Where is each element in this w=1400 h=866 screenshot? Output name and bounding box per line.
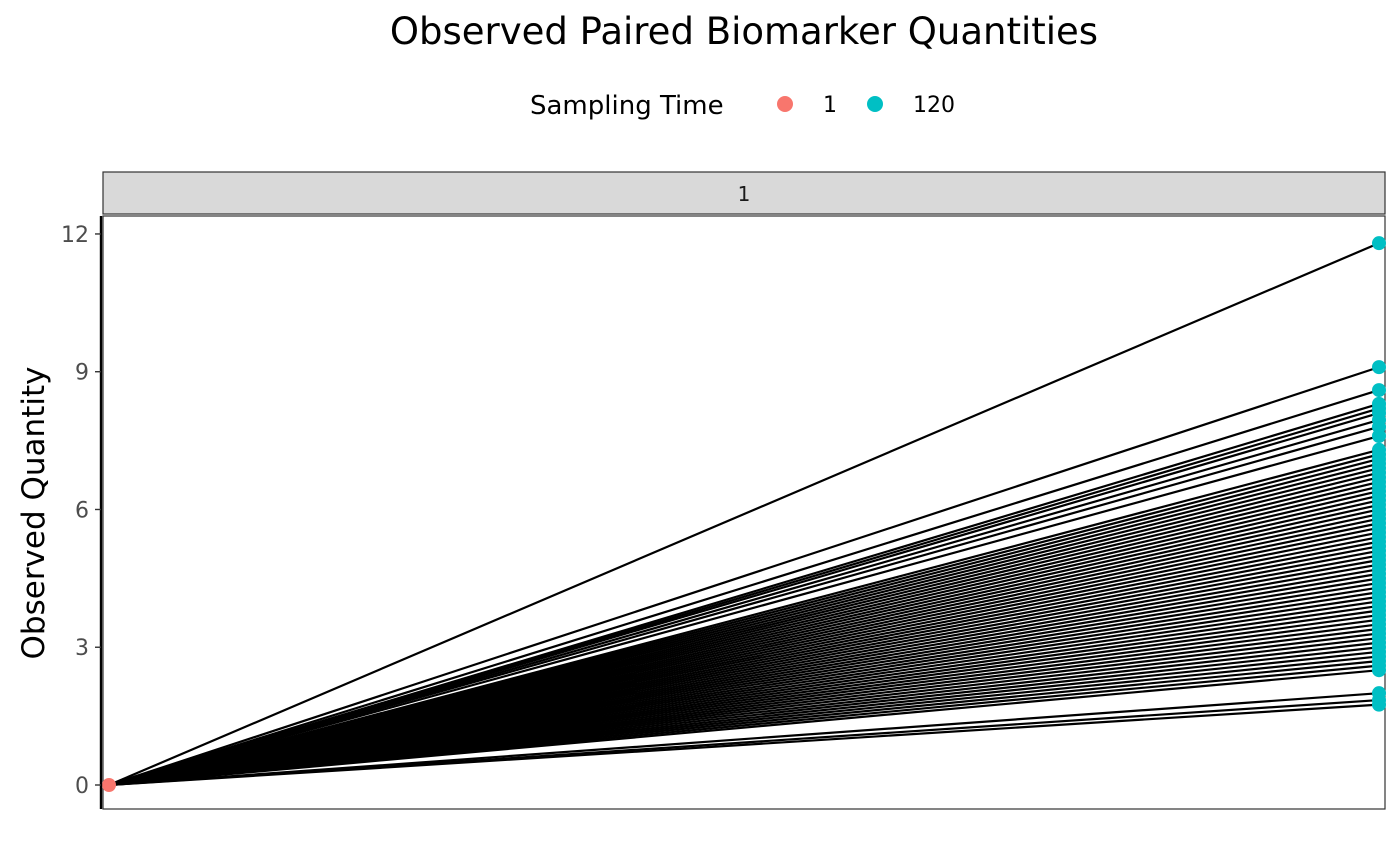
- series-line: [108, 703, 1380, 787]
- series-line: [108, 669, 1380, 787]
- data-point-t120: [1372, 663, 1386, 678]
- y-tick-label: 12: [61, 223, 89, 248]
- y-tick-label: 9: [75, 361, 89, 386]
- data-point-t120: [1372, 429, 1386, 444]
- series-points: [102, 236, 1386, 792]
- data-point-t1: [102, 778, 116, 792]
- y-tick-label: 6: [75, 498, 89, 523]
- y-axis-title: Observed Quantity: [16, 367, 52, 660]
- legend-title: Sampling Time: [530, 91, 724, 121]
- y-axis: 0 3 6 9 12: [61, 216, 103, 809]
- legend-key-1: [777, 96, 793, 112]
- y-tick-label: 0: [75, 774, 89, 799]
- series-line: [108, 411, 1380, 787]
- data-point-t120: [1372, 697, 1386, 712]
- legend: Sampling Time 1 120: [530, 91, 955, 121]
- series-line: [108, 692, 1380, 787]
- series-line: [108, 418, 1380, 787]
- series-line: [108, 434, 1380, 787]
- facet-strip-background: [102, 171, 1386, 215]
- facet-strip: 1: [102, 171, 1386, 215]
- series-line: [108, 242, 1380, 787]
- legend-key-120: [867, 96, 883, 112]
- data-point-t120: [1372, 360, 1386, 375]
- facet-strip-label: 1: [738, 182, 751, 206]
- chart-title: Observed Paired Biomarker Quantities: [390, 10, 1098, 53]
- legend-label-1: 1: [823, 93, 837, 118]
- series-line: [108, 389, 1380, 787]
- series-line: [108, 425, 1380, 787]
- series-lines: [108, 242, 1380, 787]
- y-tick-label: 3: [75, 636, 89, 661]
- data-point-t120: [1372, 383, 1386, 398]
- legend-label-120: 120: [913, 93, 955, 118]
- data-point-t120: [1372, 236, 1386, 251]
- series-line: [108, 366, 1380, 787]
